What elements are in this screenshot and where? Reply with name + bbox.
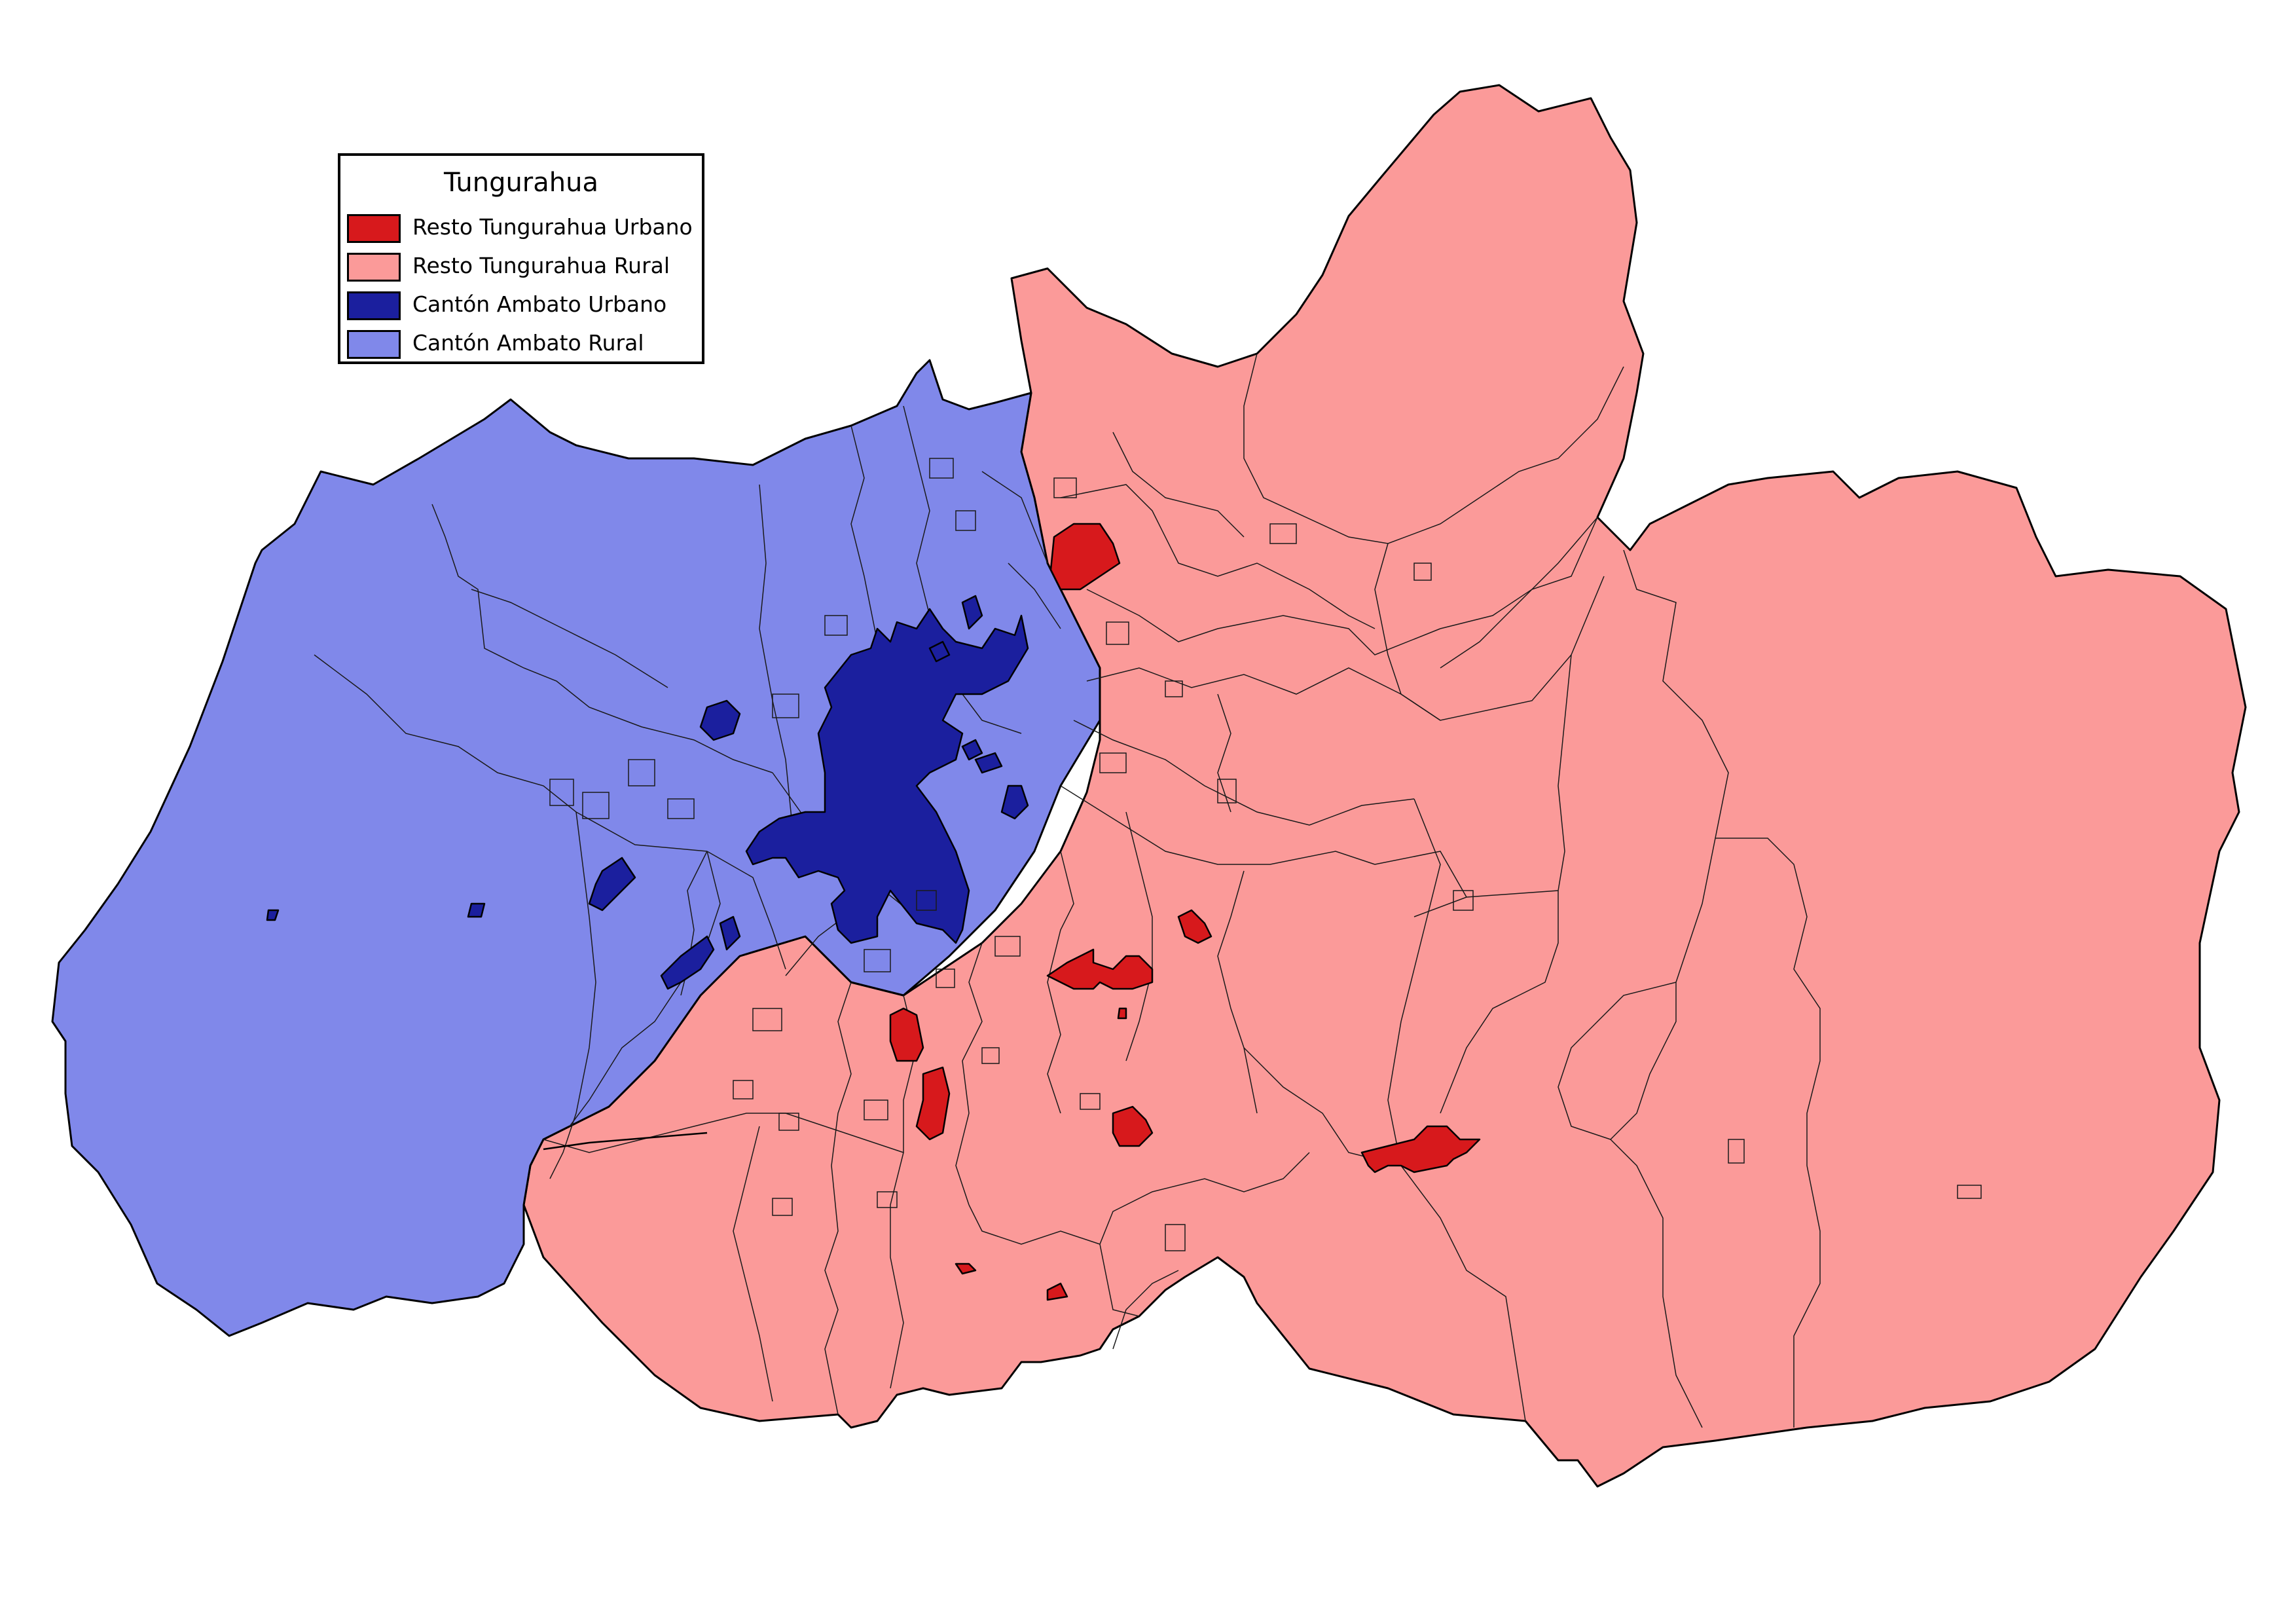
legend-title: Tungurahua — [444, 168, 598, 198]
urban-area-patch — [889, 1007, 924, 1062]
urban-area-banos — [1360, 1125, 1481, 1173]
ambato-urban-patch — [699, 699, 741, 741]
urban-area-patch — [1112, 1105, 1154, 1147]
ambato-urban-patch — [1000, 784, 1029, 820]
urban-area-patch — [955, 1263, 977, 1275]
legend-swatch — [347, 330, 401, 359]
canton-ambato-urbano-areas — [266, 595, 1029, 990]
ambato-urban-patch — [467, 902, 486, 918]
urban-area-patch — [1046, 1282, 1068, 1301]
ambato-urban-patch — [928, 640, 951, 663]
ambato-city-area — [745, 608, 1029, 944]
legend-label: Cantón Ambato Urbano — [412, 291, 667, 317]
legend-label: Resto Tungurahua Rural — [412, 253, 670, 278]
ambato-urban-patch — [961, 595, 983, 630]
legend-swatch — [347, 291, 401, 320]
canton-ambato-rural-region — [51, 359, 1101, 1337]
urban-area-patch — [1117, 1007, 1127, 1020]
legend-label: Resto Tungurahua Urbano — [412, 214, 693, 240]
urban-area-patch — [915, 1066, 951, 1141]
urban-area-pelileo — [1049, 523, 1121, 591]
ambato-urban-patch — [266, 909, 280, 921]
ambato-urban-patch — [961, 739, 983, 761]
urban-area-patch — [1177, 909, 1212, 944]
urban-area-pillaro — [1046, 948, 1154, 990]
river-line — [543, 1132, 708, 1151]
ambato-urban-patch — [588, 857, 636, 912]
resto-tungurahua-urbano-areas — [889, 523, 1481, 1301]
rural-parish-outlines — [549, 458, 1982, 1251]
map-legend: Tungurahua Resto Tungurahua Urbano Resto… — [338, 153, 704, 364]
ambato-urban-patch — [719, 915, 741, 951]
ambato-urban-patch — [974, 752, 1003, 774]
legend-label: Cantón Ambato Rural — [412, 330, 644, 356]
legend-swatch — [347, 253, 401, 282]
ambato-urban-patch — [660, 935, 715, 990]
legend-swatch — [347, 214, 401, 243]
